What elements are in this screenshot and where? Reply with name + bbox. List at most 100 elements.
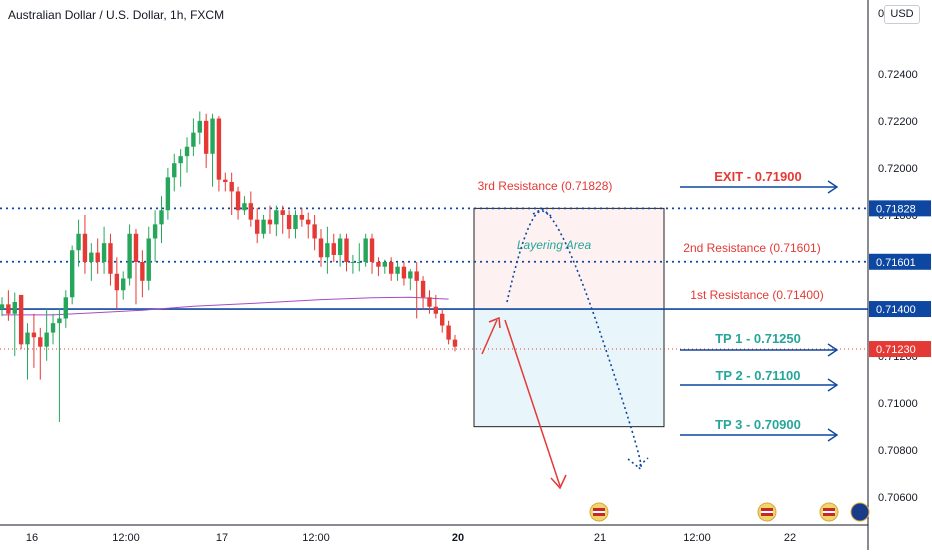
event-flag-band bbox=[593, 511, 605, 513]
tp-zone bbox=[474, 309, 664, 427]
candle-body bbox=[293, 214, 298, 230]
candle-body bbox=[210, 118, 215, 154]
y-tick-label: 0.70600 bbox=[878, 492, 918, 504]
candle-body bbox=[255, 219, 260, 234]
candle-body bbox=[420, 280, 426, 298]
event-flag-band bbox=[823, 511, 835, 513]
candle-body bbox=[242, 203, 247, 211]
candle-body bbox=[261, 219, 266, 234]
candle-body bbox=[382, 262, 387, 267]
candle-body bbox=[0, 304, 5, 310]
candle-body bbox=[337, 238, 343, 255]
price-badge bbox=[869, 301, 931, 318]
blue-dotted-path bbox=[506, 210, 643, 470]
candle-body bbox=[50, 323, 56, 333]
y-tick-label: 0.70800 bbox=[878, 445, 918, 457]
candle-body bbox=[286, 214, 292, 230]
x-tick-label: 17 bbox=[216, 532, 228, 544]
currency-badge[interactable]: USD bbox=[884, 5, 920, 24]
event-flag-band bbox=[761, 511, 773, 513]
candle-body bbox=[127, 233, 132, 279]
candle-body bbox=[318, 238, 324, 258]
target-arrow-head bbox=[827, 428, 839, 442]
candle-body bbox=[388, 262, 394, 274]
price-badge bbox=[869, 253, 931, 270]
candle-body bbox=[12, 301, 17, 314]
target-arrow-head bbox=[827, 180, 839, 194]
tp2-label: TP 2 - 0.71100 bbox=[715, 368, 800, 383]
candle-body bbox=[408, 271, 413, 279]
candle-body bbox=[18, 294, 24, 345]
candle-body bbox=[152, 224, 158, 239]
red-arrowhead-down bbox=[550, 474, 567, 490]
candle-body bbox=[69, 250, 75, 298]
zone-outline bbox=[473, 207, 665, 428]
blue-dotted-arrow-bottom bbox=[627, 457, 649, 469]
candle-body bbox=[267, 219, 273, 225]
candle-body bbox=[6, 304, 11, 314]
x-tick-label: 20 bbox=[452, 532, 464, 544]
candle-body bbox=[433, 306, 439, 314]
candle-body bbox=[25, 332, 30, 345]
candle-body bbox=[101, 243, 107, 262]
blue-dotted-arrow-top bbox=[532, 208, 552, 217]
candle-body bbox=[452, 339, 458, 347]
price-badge bbox=[869, 200, 931, 217]
currency-prefix: 0 bbox=[878, 8, 885, 20]
candle-body bbox=[350, 262, 356, 263]
candle-body bbox=[312, 224, 317, 239]
candle-body bbox=[108, 243, 113, 274]
candle-body bbox=[44, 332, 49, 347]
candle-body bbox=[369, 238, 375, 262]
tp3-label: TP 3 - 0.70900 bbox=[715, 417, 801, 432]
candle-body bbox=[165, 177, 171, 211]
candle-body bbox=[31, 332, 37, 338]
y-tick-label: 0.71000 bbox=[878, 398, 918, 410]
red-path-down bbox=[504, 319, 561, 487]
res3-label: 3rd Resistance (0.71828) bbox=[478, 179, 613, 193]
target-arrow-head bbox=[827, 343, 839, 357]
candle-body bbox=[203, 120, 209, 154]
candle-body bbox=[235, 191, 241, 211]
candle-body bbox=[299, 214, 305, 220]
price-badge-label: 0.71828 bbox=[876, 203, 916, 215]
candle-body bbox=[325, 243, 330, 258]
candle-body bbox=[376, 262, 381, 267]
x-tick-label: 22 bbox=[784, 532, 796, 544]
candle-body bbox=[344, 238, 349, 262]
candle-body bbox=[38, 337, 43, 347]
candle-body bbox=[401, 266, 407, 279]
candle-body bbox=[274, 210, 279, 225]
moving-average-line bbox=[2, 296, 449, 316]
candle-body bbox=[223, 179, 228, 183]
candle-body bbox=[159, 210, 164, 225]
candle-body bbox=[446, 325, 451, 340]
candle-body bbox=[216, 118, 222, 180]
x-tick-label: 12:00 bbox=[112, 532, 140, 544]
candle-body bbox=[57, 318, 62, 324]
candle-body bbox=[95, 252, 100, 262]
x-tick-label: 16 bbox=[26, 532, 38, 544]
candle-body bbox=[197, 120, 202, 133]
candle-body bbox=[248, 203, 254, 220]
candle-body bbox=[363, 238, 368, 262]
exit-label: EXIT - 0.71900 bbox=[714, 169, 801, 184]
candle-body bbox=[133, 233, 139, 262]
res1-label: 1st Resistance (0.71400) bbox=[690, 288, 823, 302]
candle-body bbox=[229, 182, 234, 192]
candle-body bbox=[89, 252, 94, 262]
candle-body bbox=[427, 297, 432, 307]
candle-body bbox=[178, 156, 183, 164]
candle-body bbox=[191, 132, 196, 147]
x-tick-label: 12:00 bbox=[302, 532, 330, 544]
y-tick-label: 0.72400 bbox=[878, 69, 918, 81]
layering-zone bbox=[474, 208, 664, 310]
candle-body bbox=[331, 243, 336, 255]
candle-body bbox=[357, 262, 362, 263]
candle-body bbox=[172, 163, 177, 178]
layering-label: Layering Area bbox=[517, 238, 592, 252]
candle-body bbox=[184, 146, 190, 157]
candle-body bbox=[395, 266, 400, 274]
